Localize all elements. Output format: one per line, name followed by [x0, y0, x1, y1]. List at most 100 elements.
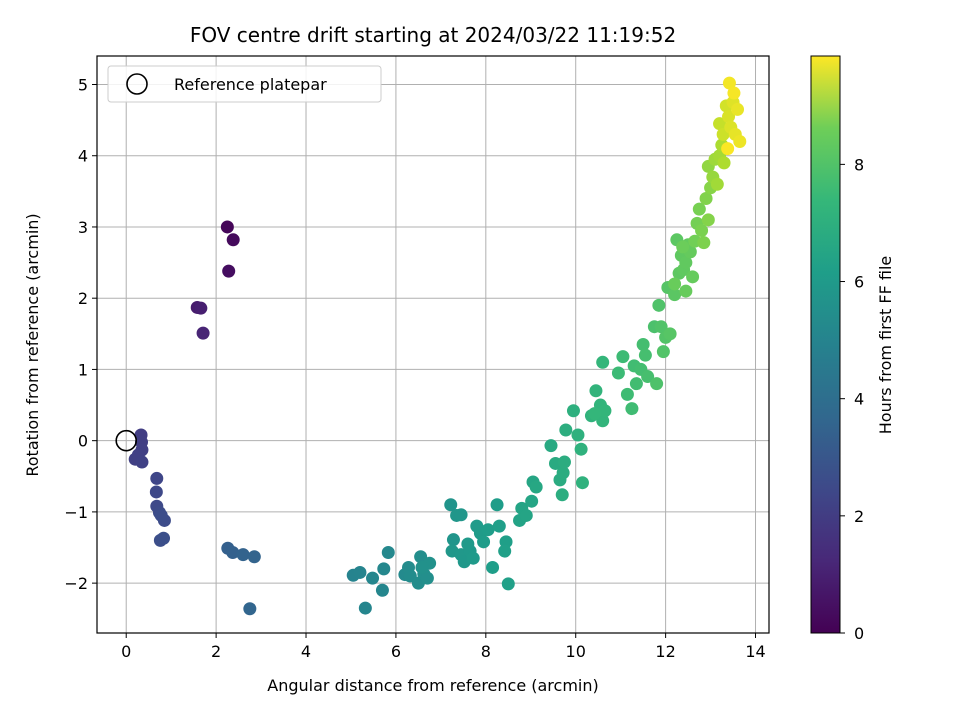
data-point — [668, 277, 682, 291]
data-point — [544, 439, 558, 453]
data-point — [414, 550, 428, 564]
data-point — [135, 455, 149, 469]
legend-label: Reference platepar — [174, 75, 327, 94]
data-point — [710, 177, 724, 191]
legend: Reference platepar — [107, 65, 382, 103]
plot-area — [96, 55, 770, 634]
colorbar-tick-label: 4 — [854, 390, 864, 409]
data-point — [366, 571, 380, 585]
data-point — [717, 156, 731, 170]
data-point — [656, 345, 670, 359]
data-point — [194, 301, 208, 315]
data-point — [247, 550, 261, 564]
data-point — [377, 562, 391, 576]
data-point — [375, 583, 389, 597]
x-tick-label: 4 — [301, 642, 311, 661]
data-point — [454, 508, 468, 522]
data-point — [358, 601, 372, 615]
y-tick-label: −1 — [64, 503, 88, 522]
data-point — [498, 544, 512, 558]
data-point — [149, 485, 163, 499]
data-point — [529, 480, 543, 494]
data-point — [525, 494, 539, 508]
data-point — [611, 366, 625, 380]
colorbar-ticks: 0 2 4 6 8 — [840, 155, 864, 643]
data-point — [490, 498, 504, 512]
data-point — [157, 531, 171, 545]
data-point — [415, 560, 429, 574]
data-point — [701, 213, 715, 227]
x-tick-label: 6 — [391, 642, 401, 661]
data-point — [588, 407, 602, 421]
data-point — [625, 402, 639, 416]
legend-box — [107, 65, 382, 103]
data-point — [556, 466, 570, 480]
y-tick-label: −2 — [64, 574, 88, 593]
data-point — [663, 327, 677, 341]
y-axis: −2 −1 0 1 2 3 4 5 — [64, 75, 97, 593]
data-point — [722, 76, 736, 90]
data-point — [727, 86, 741, 100]
data-point — [596, 355, 610, 369]
y-tick-label: 1 — [78, 360, 88, 379]
data-point — [629, 377, 643, 391]
data-point — [353, 565, 367, 579]
data-point — [721, 142, 735, 156]
data-point — [695, 224, 709, 238]
data-point — [620, 387, 634, 401]
data-point — [222, 264, 236, 278]
colorbar-tick-label: 8 — [854, 155, 864, 174]
plot-frame — [96, 55, 770, 634]
data-point — [668, 288, 682, 302]
data-point — [589, 384, 603, 398]
data-point — [446, 533, 460, 547]
data-point — [571, 428, 585, 442]
chart-title: FOV centre drift starting at 2024/03/22 … — [190, 23, 676, 47]
data-point — [679, 256, 693, 270]
data-point — [461, 537, 475, 551]
legend-marker — [126, 73, 148, 95]
colorbar-label: Hours from first FF file — [876, 256, 895, 435]
y-tick-label: 5 — [78, 75, 88, 94]
data-point — [555, 488, 569, 502]
y-axis-label: Rotation from reference (arcmin) — [23, 213, 42, 476]
data-point — [574, 442, 588, 456]
data-point — [486, 560, 500, 574]
y-tick-label: 2 — [78, 289, 88, 308]
x-tick-label: 8 — [481, 642, 491, 661]
data-point — [692, 202, 706, 216]
data-point — [679, 284, 693, 298]
data-point — [466, 551, 480, 565]
data-points — [128, 76, 747, 616]
data-point — [501, 577, 515, 591]
data-point — [477, 535, 491, 549]
data-point — [650, 377, 664, 391]
x-tick-label: 10 — [566, 642, 586, 661]
x-tick-label: 12 — [655, 642, 675, 661]
data-point — [697, 236, 711, 250]
data-point — [420, 571, 434, 585]
data-point — [638, 348, 652, 362]
colorbar: 0 2 4 6 8 Hours from first FF file — [810, 55, 895, 643]
data-point — [150, 471, 164, 485]
data-point — [575, 476, 589, 490]
x-tick-label: 2 — [211, 642, 221, 661]
data-point — [519, 508, 533, 522]
data-point — [676, 240, 690, 254]
data-point — [598, 404, 612, 418]
colorbar-tick-label: 6 — [854, 273, 864, 292]
y-tick-label: 4 — [78, 147, 88, 166]
data-point — [713, 117, 727, 131]
data-point — [557, 455, 571, 469]
data-point — [641, 370, 655, 384]
x-axis-label: Angular distance from reference (arcmin) — [267, 676, 598, 695]
data-point — [196, 326, 210, 340]
data-point — [559, 423, 573, 437]
data-point — [686, 270, 700, 284]
data-point — [733, 134, 747, 148]
data-point — [731, 102, 745, 116]
x-axis: 0 2 4 6 8 10 12 14 — [121, 633, 766, 661]
data-point — [381, 546, 395, 560]
